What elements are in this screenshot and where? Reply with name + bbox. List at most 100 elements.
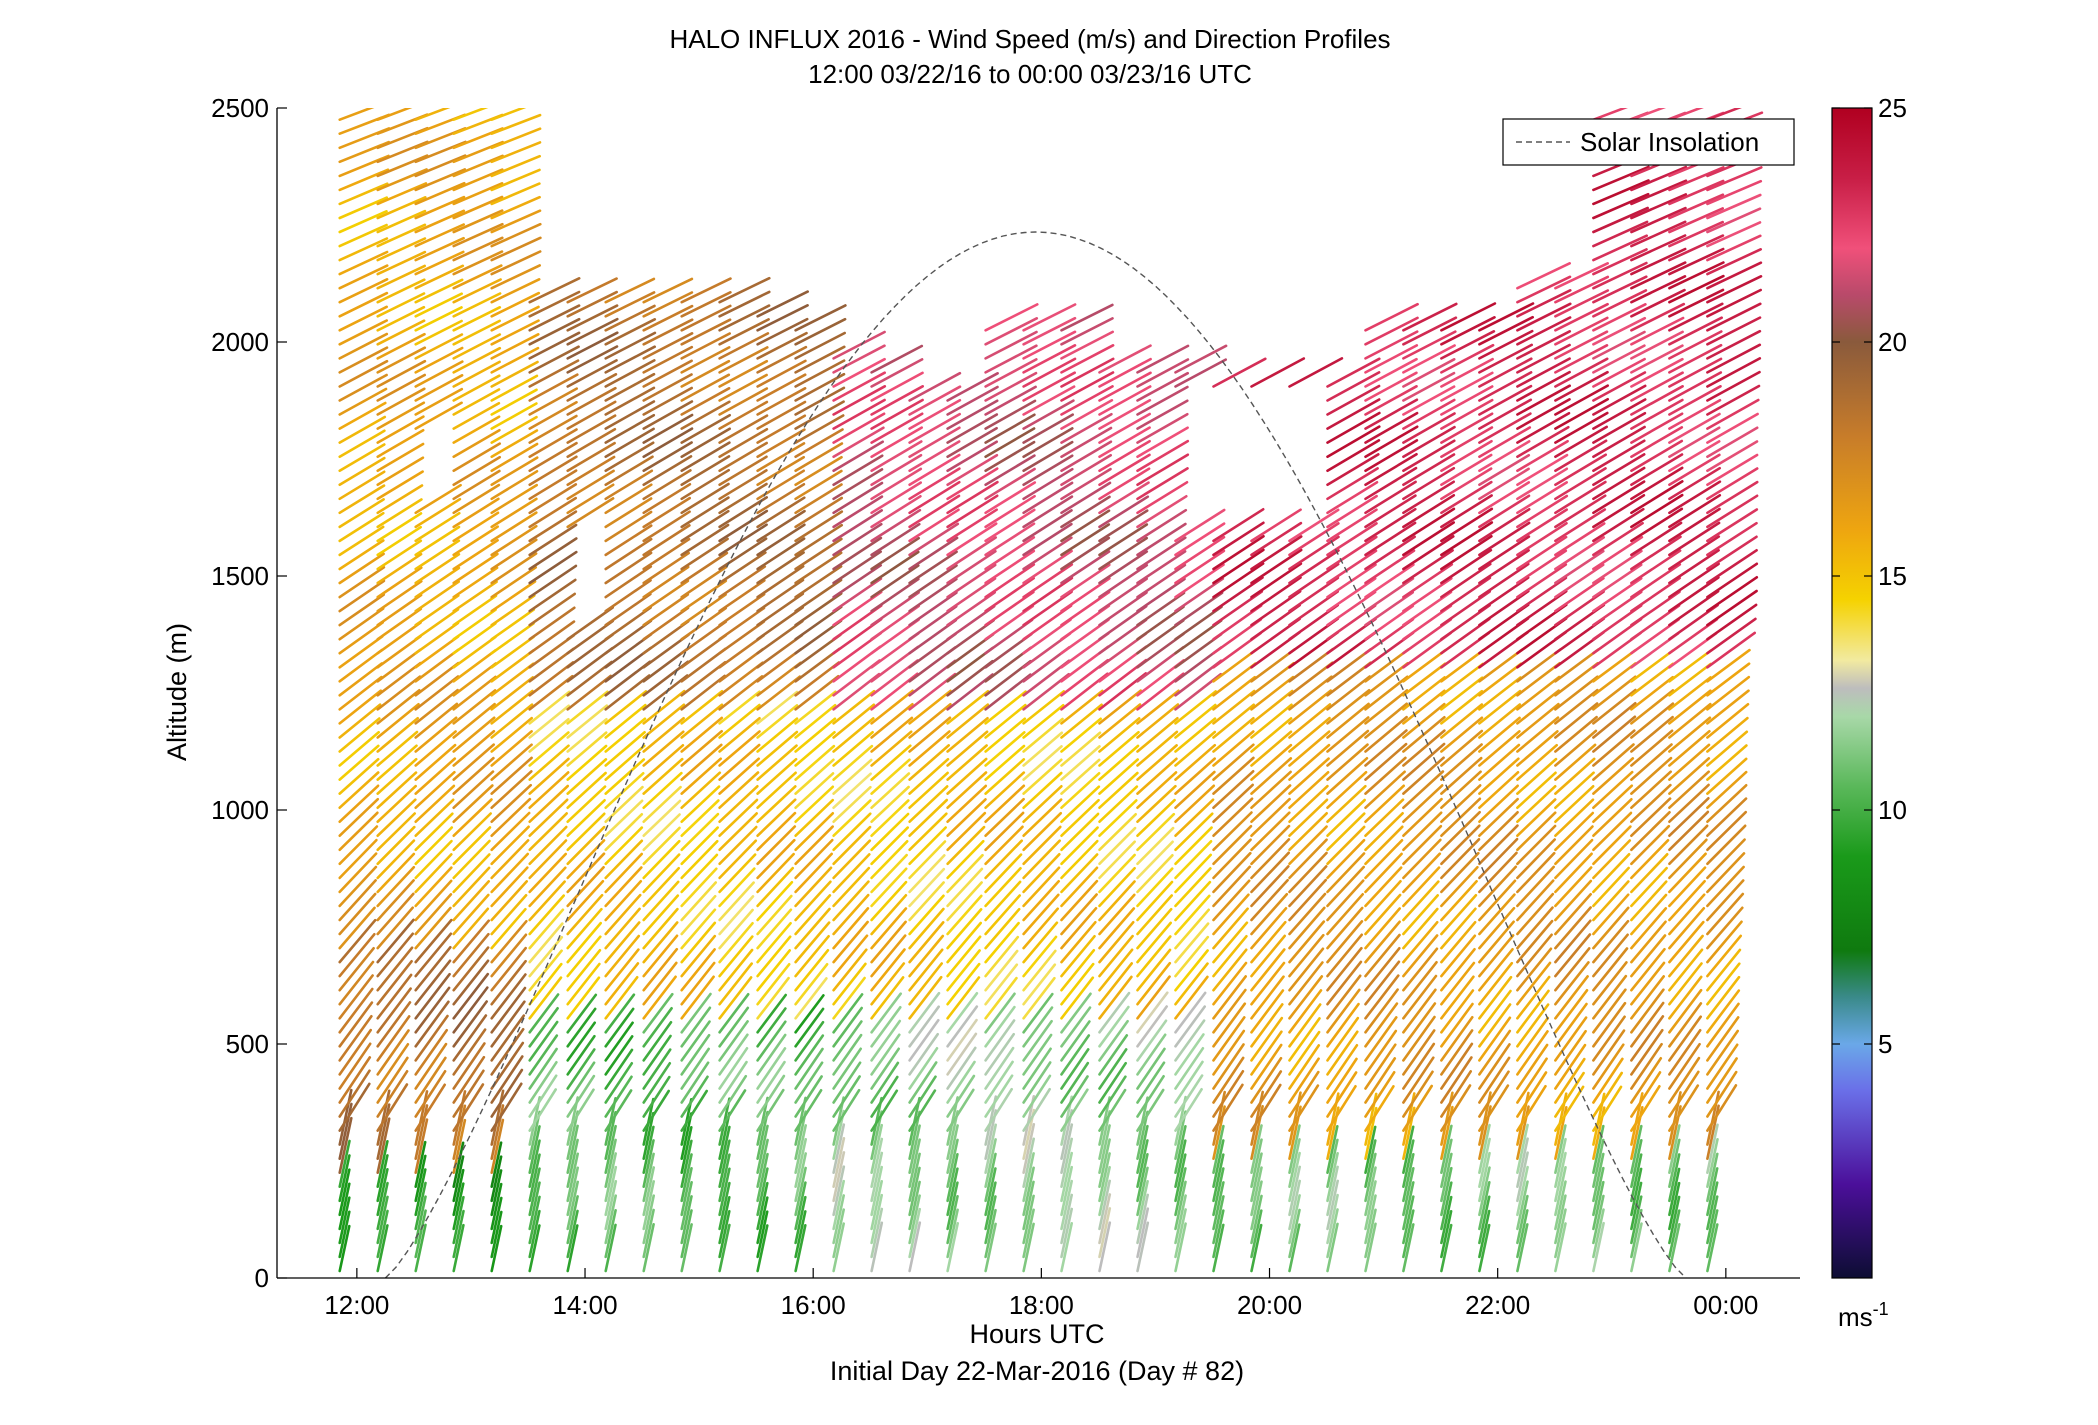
wind-vector [794,565,843,599]
wind-vector [1136,757,1178,795]
wind-vector [680,290,732,318]
wind-vector [452,1195,465,1245]
wind-vector [1478,975,1513,1020]
wind-vector [908,1075,937,1118]
wind-vector [1630,480,1684,515]
wind-vector [718,1111,731,1160]
wind-vector [1364,1152,1377,1203]
wind-vector [452,1000,489,1048]
wind-vector [1630,1181,1643,1231]
wind-vector [1326,716,1370,753]
wind-vector [1554,1137,1567,1188]
wind-vector [794,977,828,1020]
wind-vector [794,359,846,388]
wind-vector [984,1181,997,1231]
wind-vector [1022,758,1063,795]
wind-vector [528,647,575,683]
wind-vector [1250,878,1289,922]
wind-vector [452,1209,465,1259]
wind-vector [1592,248,1648,276]
x-tick-label: 14:00 [552,1290,617,1320]
wind-vector [1098,799,1138,838]
wind-vector [1706,975,1741,1020]
wind-vector [1060,577,1111,613]
wind-vector [1022,495,1074,529]
wind-vector [414,264,465,290]
wind-vector [756,1074,786,1118]
wind-vector [452,195,504,220]
wind-vector [832,689,876,725]
wind-vector [1630,1124,1643,1174]
wind-vector [490,635,535,669]
wind-vector [870,976,905,1020]
wind-vector [1668,893,1706,936]
wind-vector [718,1181,731,1231]
wind-vector [1706,1043,1739,1090]
wind-vector [1212,756,1255,795]
wind-vector [1554,439,1608,473]
wind-vector [946,1124,959,1174]
wind-vector [794,994,825,1034]
wind-vector [1706,467,1759,501]
wind-vector [452,552,499,585]
wind-vector [756,619,804,655]
wind-vector [1402,398,1456,430]
wind-vector [870,907,908,950]
wind-vector [756,359,807,388]
wind-vector [1060,536,1111,571]
wind-vector [718,1020,749,1062]
wind-vector [908,771,949,810]
wind-vector [984,1005,1016,1048]
wind-vector [490,374,539,402]
wind-vector [756,785,797,824]
wind-vector [1554,729,1598,767]
wind-vector [680,620,728,655]
wind-vector [794,647,841,683]
wind-vector [680,961,716,1006]
wind-vector [1402,316,1458,346]
wind-vector [376,168,428,192]
wind-vector [566,993,598,1034]
wind-vector [604,758,646,795]
wind-vector [376,607,423,641]
wind-vector [1402,535,1455,571]
wind-vector [1288,1151,1301,1203]
wind-vector [338,552,385,585]
wind-vector [1174,784,1216,824]
wind-vector [490,866,529,908]
wind-vector [1174,549,1226,585]
wind-vector [338,291,389,318]
wind-vector [794,496,844,529]
wind-vector [414,959,452,1006]
wind-vector [718,908,754,950]
wind-vector [1630,521,1683,557]
wind-vector [528,510,578,543]
wind-vector [984,758,1026,795]
wind-vector [1174,577,1225,613]
wind-vector [946,1060,976,1104]
wind-vector [1250,661,1296,697]
wind-vector [490,1210,503,1259]
wind-vector [1668,193,1725,220]
wind-vector [1478,716,1521,753]
wind-vector [908,1194,921,1245]
wind-vector [1364,398,1419,430]
wind-vector [832,1222,846,1273]
wind-vector [984,494,1036,529]
wind-vector [528,1181,541,1231]
wind-vector [1592,1194,1605,1245]
wind-vector [1098,412,1151,444]
wind-vector [832,468,884,501]
wind-vector [1478,1195,1491,1245]
wind-vector [756,690,799,725]
wind-vector [1706,689,1750,725]
wind-vector [718,825,758,866]
wind-vector [490,880,529,922]
wind-vector [528,633,576,669]
wind-vector [870,1207,884,1259]
wind-vector [1478,302,1535,332]
wind-vector [1440,879,1478,922]
wind-vector [490,743,533,781]
wind-vector [946,494,999,529]
wind-vector [1326,838,1366,880]
